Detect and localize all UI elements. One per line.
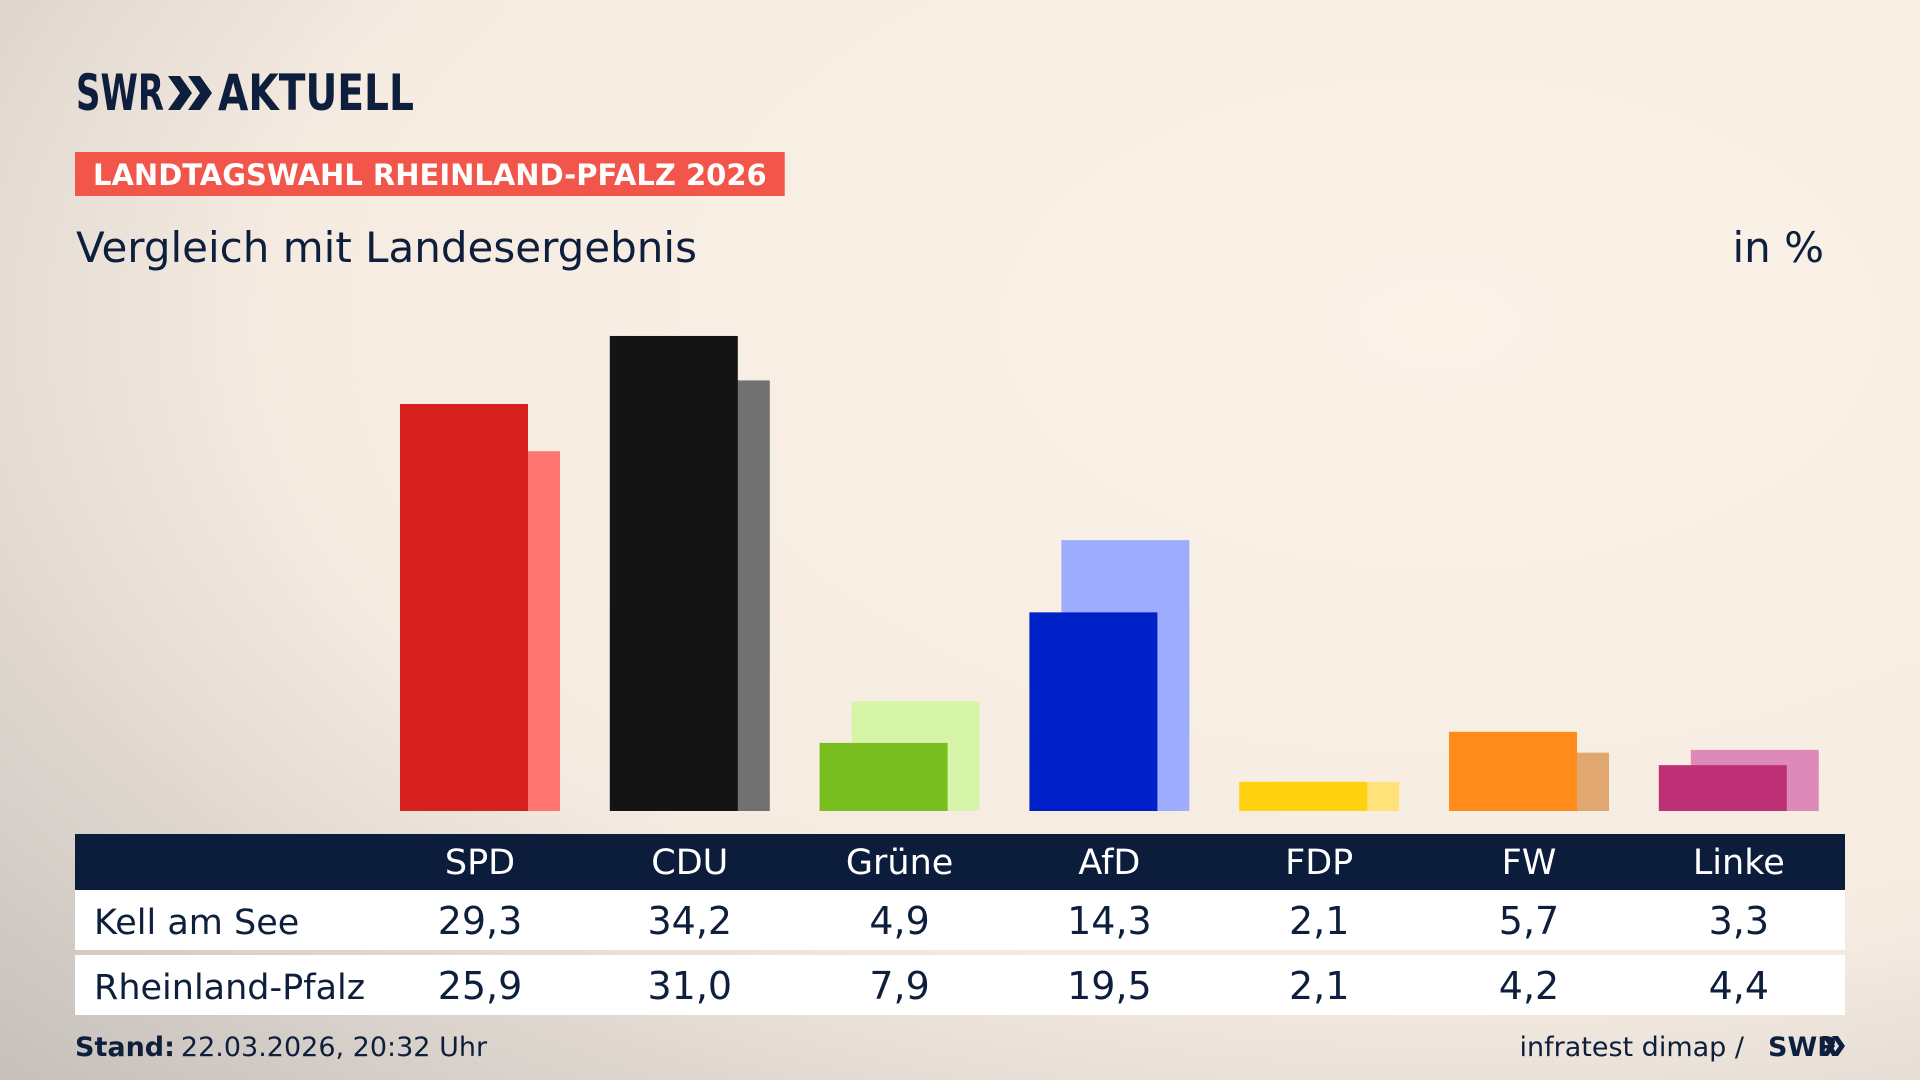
logo-brand: SWR: [76, 64, 164, 122]
table-row: [75, 890, 1845, 950]
value-label: 14,3: [1067, 899, 1152, 943]
value-label: 4,4: [1709, 964, 1769, 1008]
chart-title: Vergleich mit Landesergebnis: [76, 223, 697, 272]
bar: [1029, 612, 1158, 811]
footer-stand: Stand: 22.03.2026, 20:32 Uhr: [75, 1032, 488, 1063]
value-label: 29,3: [438, 899, 523, 943]
unit: in %: [1732, 223, 1824, 272]
bar: [1449, 731, 1577, 811]
source-chevrons: [1822, 1036, 1845, 1056]
bar: [609, 335, 738, 811]
table-row: [75, 955, 1845, 1015]
bar: [1658, 765, 1787, 811]
column-header: SPD: [445, 843, 515, 883]
value-label: 4,9: [869, 899, 929, 943]
column-header: Linke: [1693, 843, 1785, 883]
column-header: FW: [1502, 843, 1557, 883]
table-header: [75, 834, 1845, 890]
column-header: AfD: [1078, 843, 1140, 883]
row-label: Kell am See: [94, 903, 299, 943]
value-label: 19,5: [1067, 964, 1152, 1008]
bar: [819, 742, 948, 811]
badge-background: [75, 152, 785, 196]
stand-label: Stand:: [75, 1032, 175, 1063]
logo-chevrons: [168, 76, 212, 110]
column-header: FDP: [1285, 843, 1353, 883]
bar: [1239, 781, 1368, 811]
badge: LANDTAGSWAHL RHEINLAND-PFALZ 2026: [93, 158, 767, 192]
value-label: 5,7: [1499, 899, 1559, 943]
logo-product: AKTUELL: [218, 64, 414, 122]
value-label: 2,1: [1289, 899, 1349, 943]
column-header: Grüne: [846, 843, 953, 883]
bar: [400, 404, 528, 811]
table: SPD CDU Grüne AfD FDP FW Linke Kell am See 29,3 3…: [94, 843, 1785, 1008]
value-label: 4,2: [1499, 964, 1559, 1008]
bars: [400, 335, 1819, 811]
value-label: 2,1: [1289, 964, 1349, 1008]
value-label: 25,9: [438, 964, 523, 1008]
row-label: Rheinland-Pfalz: [94, 968, 365, 1008]
column-header: CDU: [651, 843, 728, 883]
value-label: 3,3: [1709, 899, 1769, 943]
value-label: 31,0: [647, 964, 732, 1008]
source: infratest dimap /: [1519, 1032, 1744, 1063]
value-label: 34,2: [647, 899, 732, 943]
stand-date: 22.03.2026, 20:32 Uhr: [181, 1032, 488, 1063]
value-label: 7,9: [869, 964, 929, 1008]
